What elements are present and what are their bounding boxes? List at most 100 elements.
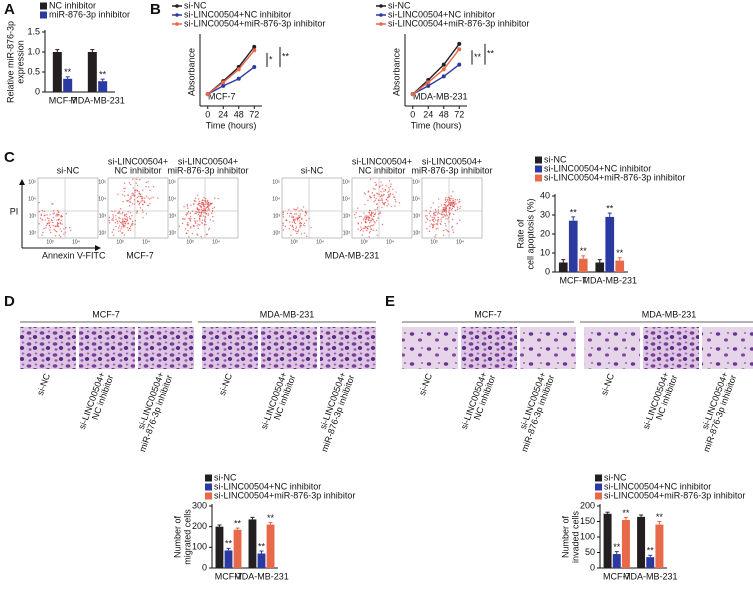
flow-dot — [299, 213, 301, 215]
flow-dot — [451, 203, 454, 205]
y-tick-label: 200 — [580, 500, 595, 510]
flow-dot — [428, 212, 431, 214]
point — [221, 83, 226, 88]
flow-dot — [381, 199, 383, 201]
flow-dot — [398, 202, 401, 204]
flow-dot — [70, 229, 72, 232]
flow-dot — [395, 200, 397, 203]
flow-x-tick: 10⁴ — [142, 239, 150, 245]
micrograph-label: si-NC — [217, 372, 234, 397]
flow-dot — [44, 219, 46, 221]
micrograph-label-line: si-NC — [217, 372, 234, 397]
flow-dot — [136, 178, 138, 181]
flow-dot — [437, 209, 440, 211]
flow-dot — [452, 229, 454, 231]
flow-dot — [440, 204, 443, 206]
flow-dot — [194, 197, 197, 199]
flow-dot — [308, 218, 310, 220]
flow-dot — [194, 221, 196, 223]
flow-dot — [50, 231, 52, 234]
flow-dot — [41, 218, 44, 221]
flow-dot — [147, 181, 149, 183]
flow-dot — [194, 220, 196, 222]
flow-dot — [129, 227, 131, 229]
significance: ** — [258, 541, 266, 551]
flow-dot — [200, 211, 203, 214]
flow-dot — [123, 195, 126, 197]
flow-dot — [363, 192, 366, 194]
flow-dot — [46, 214, 48, 216]
flow-dot — [435, 228, 437, 230]
legend-swatch — [205, 492, 212, 500]
micrograph — [20, 327, 76, 369]
legend-swatch — [40, 2, 47, 10]
flow-dot — [187, 211, 190, 213]
flow-y-tick: 10⁴ — [168, 196, 176, 202]
point — [236, 76, 241, 81]
flow-dot — [297, 229, 300, 231]
flow-dot — [130, 196, 132, 198]
flow-dot — [52, 216, 55, 219]
flow-dot — [384, 188, 387, 191]
flow-dot — [364, 221, 367, 223]
flow-dot — [189, 212, 192, 214]
flow-dot — [59, 236, 62, 238]
flow-dot — [129, 225, 132, 228]
flow-dot — [184, 218, 186, 220]
flow-dot — [444, 209, 446, 211]
legend-swatch — [40, 11, 47, 19]
bar — [568, 220, 578, 272]
flow-column-label: NC inhibitor — [358, 165, 405, 175]
flow-dot — [64, 231, 66, 234]
flow-dot — [54, 230, 57, 232]
significance: ** — [99, 70, 107, 80]
flow-dot — [121, 222, 123, 224]
flow-dot — [65, 226, 67, 229]
flow-dot — [456, 208, 459, 211]
flow-dot — [432, 225, 435, 228]
flow-dot — [203, 208, 206, 210]
flow-dot — [131, 220, 134, 223]
flow-dot — [207, 206, 210, 208]
flow-dot — [447, 216, 450, 219]
flow-plot — [177, 177, 239, 239]
flow-dot — [282, 211, 284, 213]
bar — [603, 513, 612, 568]
flow-dot — [208, 209, 211, 211]
significance: ** — [580, 246, 588, 256]
micrograph — [402, 327, 458, 369]
flow-dot — [441, 216, 443, 218]
flow-dot — [145, 195, 148, 197]
legend-label: si-LINC00504+NC inhibitor — [214, 481, 321, 491]
micrograph-label-line: si-NC — [599, 372, 616, 397]
flow-dot — [373, 196, 376, 198]
flow-dot — [129, 183, 132, 186]
flow-dot — [48, 217, 50, 220]
flow-dot — [376, 234, 378, 236]
flow-dot — [122, 222, 124, 224]
flow-dot — [370, 215, 373, 217]
flow-dot — [205, 223, 207, 226]
flow-dot — [121, 226, 123, 228]
flow-dot — [429, 210, 432, 213]
micrograph — [320, 327, 376, 369]
flow-dot — [119, 230, 121, 232]
flow-dot — [190, 226, 192, 228]
flow-dot — [429, 225, 431, 227]
flow-dot — [41, 234, 43, 236]
flow-dot — [449, 203, 451, 205]
flow-dot — [293, 221, 296, 224]
flow-dot — [201, 221, 203, 224]
flow-dot — [188, 217, 190, 220]
flow-dot — [149, 189, 151, 192]
flow-dot — [204, 218, 206, 220]
flow-dot — [44, 214, 46, 216]
y-tick-label: 0 — [35, 86, 40, 96]
flow-dot — [446, 199, 449, 201]
flow-dot — [48, 225, 51, 227]
flow-dot — [295, 227, 297, 230]
group-label: MCF-7 — [92, 309, 120, 319]
flow-column-label: si-LINC00504+ — [352, 156, 412, 166]
flow-dot — [113, 234, 115, 236]
flow-dot — [296, 232, 298, 235]
